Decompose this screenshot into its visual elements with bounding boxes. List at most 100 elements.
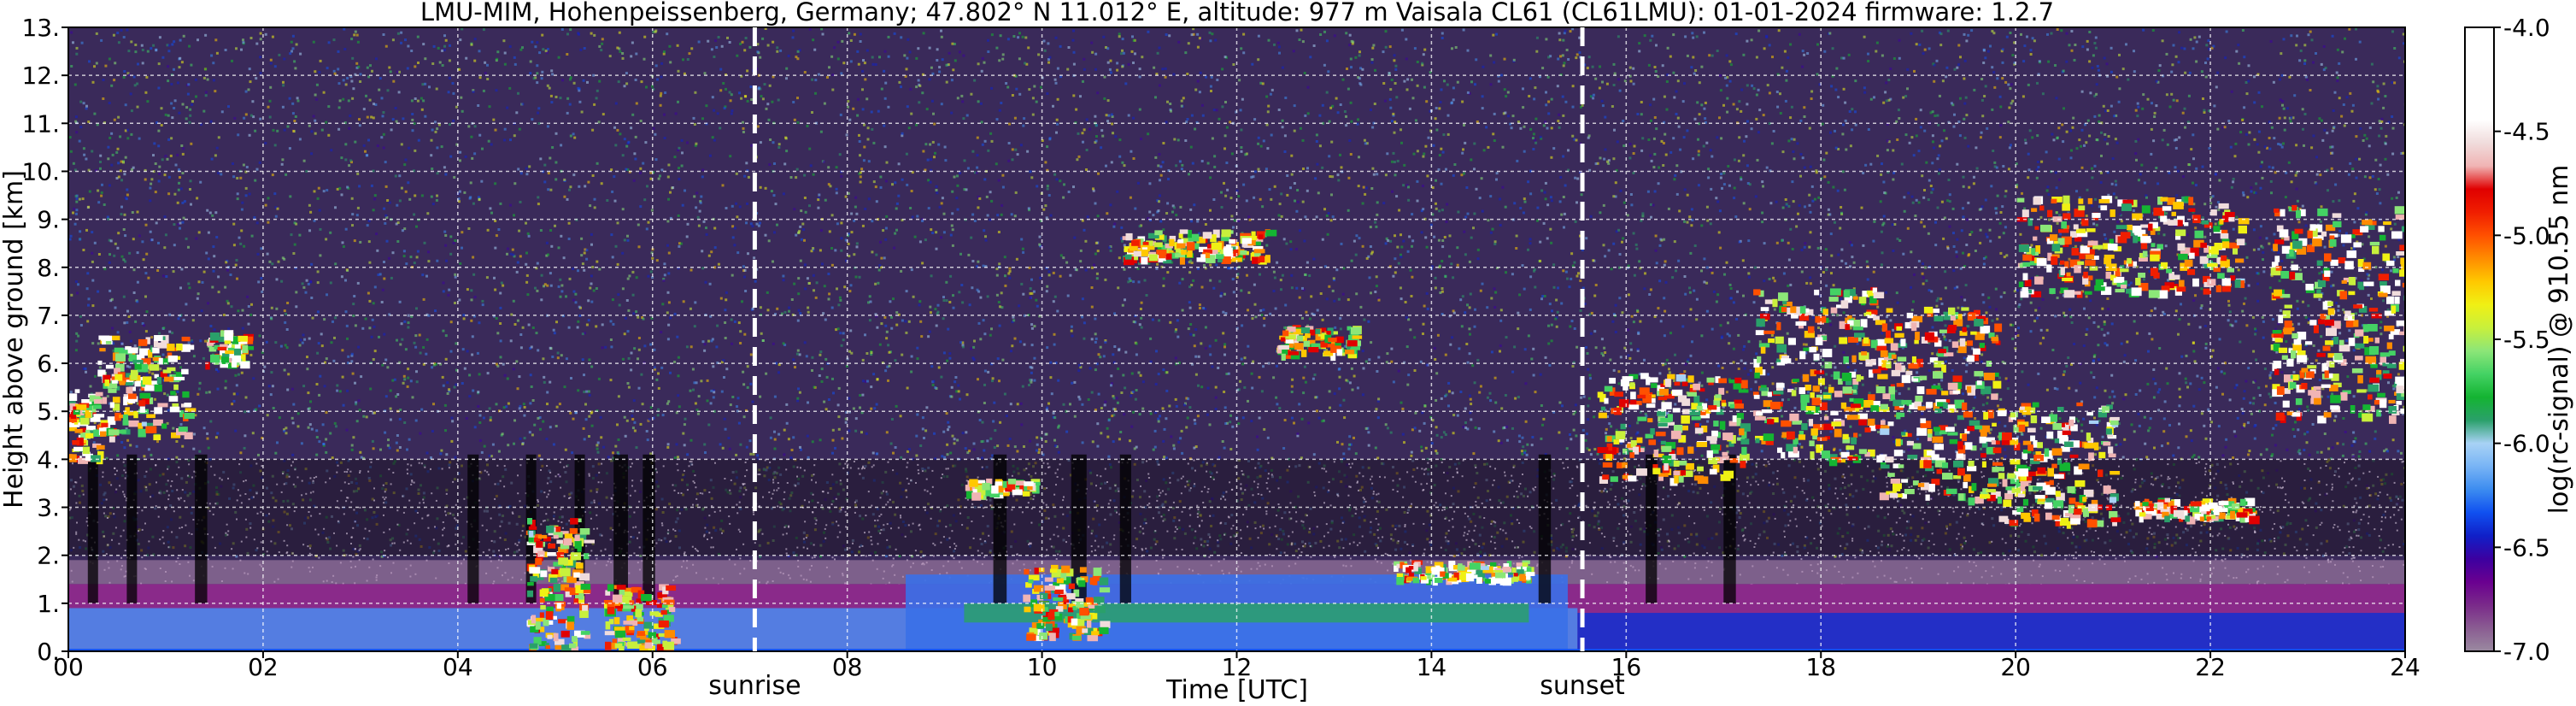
noise-speck	[1052, 411, 1055, 415]
noise-speck	[1435, 399, 1438, 402]
noise-speck	[2340, 115, 2344, 118]
noise-speck	[1652, 137, 1656, 140]
noise-speck	[951, 244, 954, 247]
noise-speck	[1558, 200, 1562, 203]
noise-speck	[1618, 89, 1622, 92]
noise-speck	[1094, 317, 1097, 321]
noise-speck	[862, 159, 866, 162]
noise-speck	[2233, 430, 2236, 433]
noise-background	[68, 27, 2405, 651]
noise-speck	[1933, 146, 1936, 150]
noise-speck	[2357, 455, 2361, 458]
noise-speck	[2186, 121, 2190, 124]
noise-speck	[1564, 270, 1568, 274]
noise-speck	[1676, 116, 1680, 120]
noise-speck	[1252, 175, 1255, 179]
noise-speck	[780, 312, 783, 315]
noise-speck	[1810, 90, 1814, 93]
noise-speck	[2033, 451, 2036, 455]
noise-speck	[1424, 446, 1428, 450]
noise-speck	[983, 449, 986, 452]
noise-speck	[930, 228, 933, 232]
noise-speck	[2003, 256, 2006, 259]
noise-speck	[772, 342, 775, 345]
noise-speck	[995, 268, 999, 271]
noise-speck	[1736, 290, 1739, 293]
noise-speck	[2091, 66, 2094, 69]
noise-speck	[1607, 159, 1611, 162]
noise-speck	[547, 172, 550, 175]
noise-speck	[1981, 293, 1985, 297]
noise-speck	[232, 392, 236, 396]
noise-speck	[1849, 144, 1852, 148]
noise-speck	[2002, 165, 2005, 168]
noise-speck	[553, 332, 556, 335]
noise-speck	[1121, 161, 1124, 164]
noise-speck	[1079, 260, 1083, 263]
noise-speck	[935, 189, 938, 191]
noise-speck	[269, 85, 273, 89]
noise-speck	[1728, 60, 1732, 63]
noise-speck	[800, 238, 803, 241]
noise-speck	[877, 281, 880, 285]
noise-speck	[1654, 234, 1658, 238]
noise-speck	[1779, 92, 1781, 96]
noise-speck	[283, 428, 285, 432]
noise-speck	[306, 368, 309, 371]
noise-speck	[1263, 317, 1266, 320]
noise-speck	[2084, 123, 2086, 126]
noise-speck	[482, 416, 485, 420]
noise-speck	[1943, 335, 1946, 338]
noise-speck	[1522, 211, 1525, 215]
noise-speck	[1614, 303, 1617, 307]
noise-speck	[1339, 103, 1342, 106]
noise-speck	[1237, 195, 1241, 198]
noise-speck	[661, 303, 665, 306]
noise-speck	[2392, 256, 2396, 259]
noise-speck	[723, 417, 726, 421]
noise-speck	[2014, 347, 2017, 350]
noise-speck	[1073, 380, 1077, 384]
noise-speck	[719, 68, 723, 71]
noise-speck	[1594, 284, 1598, 286]
noise-speck	[2039, 427, 2043, 430]
noise-speck	[1996, 317, 1999, 321]
noise-speck	[1323, 208, 1326, 211]
noise-speck	[2338, 62, 2341, 65]
noise-speck	[1094, 141, 1097, 144]
noise-speck	[182, 318, 185, 321]
noise-speck	[1872, 239, 1875, 243]
noise-speck	[1392, 112, 1395, 115]
noise-speck	[783, 162, 787, 166]
noise-speck	[87, 303, 90, 307]
noise-speck	[688, 52, 691, 56]
noise-speck	[1915, 198, 1918, 202]
noise-speck	[79, 433, 81, 436]
noise-speck	[2392, 387, 2396, 391]
noise-speck	[1546, 75, 1550, 79]
noise-speck	[322, 190, 326, 193]
noise-speck	[415, 256, 419, 259]
noise-speck	[1361, 393, 1364, 397]
noise-speck	[309, 400, 312, 403]
noise-speck	[1403, 441, 1405, 444]
noise-speck	[1675, 269, 1677, 273]
noise-speck	[719, 297, 723, 300]
noise-speck	[477, 196, 480, 199]
noise-speck	[1329, 106, 1333, 109]
noise-speck	[1703, 280, 1706, 284]
noise-speck	[1629, 437, 1633, 440]
noise-speck	[845, 259, 848, 262]
noise-speck	[1918, 43, 1922, 46]
noise-speck	[365, 415, 368, 419]
noise-speck	[800, 209, 803, 213]
noise-speck	[1342, 452, 1346, 456]
noise-speck	[587, 299, 590, 303]
noise-speck	[337, 68, 340, 71]
noise-speck	[970, 236, 973, 239]
noise-speck	[637, 357, 639, 361]
noise-speck	[1623, 457, 1627, 461]
noise-speck	[686, 58, 689, 61]
noise-speck	[2037, 73, 2040, 76]
noise-speck	[1837, 148, 1840, 150]
